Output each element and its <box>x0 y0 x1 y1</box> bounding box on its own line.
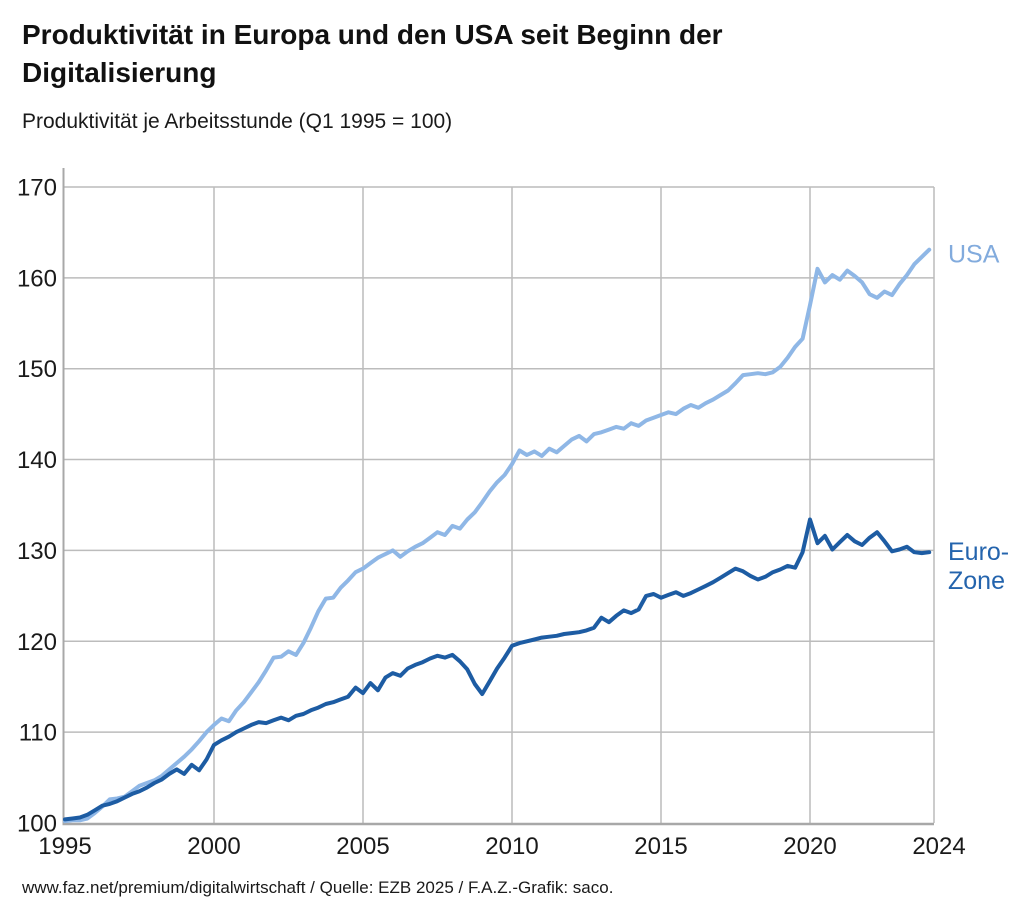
y-tick-label-100: 100 <box>17 811 57 838</box>
y-tick-label-170: 170 <box>17 174 57 201</box>
chart-title-line-2: Digitalisierung <box>22 56 217 88</box>
chart-subtitle: Produktivität je Arbeitsstunde (Q1 1995 … <box>22 110 453 133</box>
y-tick-label-120: 120 <box>17 629 57 656</box>
y-tick-label-160: 160 <box>17 265 57 292</box>
series-label-Euro-Zone-2: Zone <box>948 567 1005 595</box>
y-tick-label-110: 110 <box>19 720 57 747</box>
source-credit: www.faz.net/premium/digitalwirtschaft / … <box>22 878 614 897</box>
x-tick-label-1995: 1995 <box>38 833 91 860</box>
x-tick-label-2005: 2005 <box>336 833 389 860</box>
series-line-Euro-Zone <box>63 517 932 822</box>
y-tick-label-150: 150 <box>17 356 57 383</box>
series-label-Euro-Zone: Euro- <box>948 538 1009 566</box>
x-tick-label-2000: 2000 <box>187 833 240 860</box>
x-tick-label-2015: 2015 <box>634 833 687 860</box>
x-tick-label-2010: 2010 <box>485 833 538 860</box>
y-tick-label-140: 140 <box>17 447 57 474</box>
y-tick-label-130: 130 <box>17 538 57 565</box>
chart-title-line-1: Produktivität in Europa und den USA seit… <box>22 19 723 50</box>
chart-title: Produktivität in Europa und den USA seit… <box>22 16 962 92</box>
x-tick-label-2020: 2020 <box>783 833 836 860</box>
series-line-USA <box>63 247 932 824</box>
series-label-USA: USA <box>948 241 1000 269</box>
x-tick-label-2024: 2024 <box>912 833 965 860</box>
